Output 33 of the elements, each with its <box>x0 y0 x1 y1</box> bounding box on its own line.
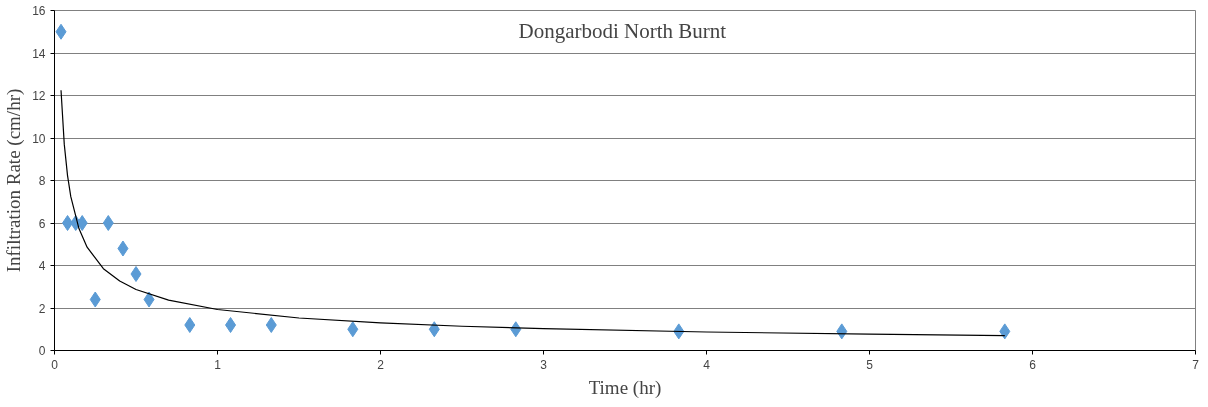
x-tick-label: 4 <box>703 357 711 372</box>
point <box>143 291 155 308</box>
x-tick-label: 1 <box>214 357 222 372</box>
y-tick-label: 4 <box>38 259 46 273</box>
chart-title: Dongarbodi North Burnt <box>518 18 727 43</box>
y-axis-title: Infiltration Rate (cm/hr) <box>3 88 26 273</box>
point <box>184 317 196 333</box>
y-tick-label: 12 <box>32 89 46 103</box>
point <box>428 321 440 338</box>
y-tick-label: 2 <box>38 301 46 316</box>
point <box>89 291 101 308</box>
x-tick-label: 6 <box>1029 357 1037 372</box>
point <box>130 266 142 282</box>
y-tick-label: 14 <box>32 46 46 61</box>
point <box>117 240 129 257</box>
x-tick-label: 3 <box>540 357 548 372</box>
y-tick-label: 16 <box>32 4 46 18</box>
point <box>102 215 114 231</box>
point <box>999 323 1011 340</box>
x-tick-label: 2 <box>377 357 385 372</box>
x-tick-label: 7 <box>1192 357 1200 372</box>
x-tick-label: 0 <box>51 357 59 372</box>
x-tick-label: 5 <box>866 357 874 372</box>
point <box>347 321 359 338</box>
y-tick-label: 8 <box>38 174 46 188</box>
point <box>55 23 67 40</box>
y-tick-label: 0 <box>38 344 46 358</box>
x-axis-title: Time (hr) <box>588 376 662 399</box>
point <box>265 317 277 333</box>
y-tick-label: 6 <box>38 216 46 231</box>
point <box>225 317 237 333</box>
y-tick-label: 10 <box>32 131 46 146</box>
point <box>62 215 74 231</box>
